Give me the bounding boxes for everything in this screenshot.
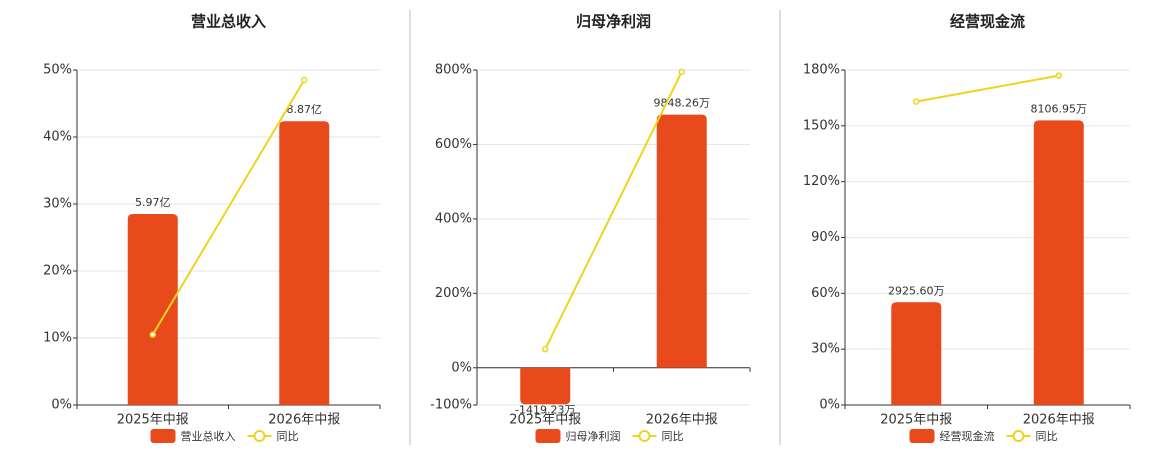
value-label: 2925.60万: [888, 284, 945, 297]
x-tick-label: 2025年中报: [117, 413, 189, 428]
x-tick-label: 2025年中报: [880, 413, 952, 428]
line-point: [1055, 72, 1062, 79]
y-tick-label: 30%: [43, 197, 72, 212]
line-point: [149, 331, 156, 338]
y-tick-label: 180%: [803, 63, 840, 78]
value-label: 8.87亿: [287, 103, 323, 116]
line-point: [678, 68, 685, 76]
value-label: 9848.26万: [654, 97, 711, 110]
legend-marker: [253, 430, 266, 442]
y-tick-label: 50%: [43, 63, 72, 78]
legend-label: 营业总收入: [181, 429, 236, 443]
y-tick-label: 150%: [803, 118, 840, 133]
line-point: [301, 76, 308, 84]
y-tick-label: 20%: [43, 264, 72, 279]
chart-title: 营业总收入: [191, 13, 266, 31]
value-label: 5.97亿: [135, 196, 171, 209]
line: [916, 74, 1059, 103]
bar: [891, 302, 942, 405]
bar: [127, 213, 178, 405]
legend-label: 经营现金流: [940, 429, 995, 443]
y-tick-label: 0%: [51, 398, 72, 413]
line-point: [913, 98, 920, 105]
line: [544, 71, 683, 350]
bar: [656, 114, 707, 368]
bar: [520, 367, 571, 405]
y-tick-label: 200%: [435, 286, 472, 301]
y-tick-label: 0%: [451, 360, 472, 375]
bar: [279, 121, 330, 406]
x-tick-label: 2025年中报: [509, 413, 581, 428]
y-tick-label: 90%: [811, 230, 840, 245]
legend-marker: [638, 430, 651, 442]
value-label: -1419.23万: [515, 403, 575, 416]
y-tick-label: 0%: [819, 398, 840, 413]
legend-marker: [1012, 430, 1025, 442]
bar: [1033, 120, 1084, 405]
y-tick-label: 10%: [43, 331, 72, 346]
legend-label: 归母净利润: [566, 429, 621, 443]
y-tick-label: -100%: [430, 398, 472, 413]
x-tick-label: 2026年中报: [646, 413, 718, 428]
legend-swatch: [150, 429, 176, 443]
legend-swatch: [535, 429, 561, 443]
y-tick-label: 600%: [435, 137, 472, 152]
y-tick-label: 60%: [811, 286, 840, 301]
legend-label: 同比: [1036, 430, 1058, 443]
y-tick-label: 30%: [811, 342, 840, 357]
x-tick-label: 2026年中报: [268, 413, 340, 428]
chart-title: 经营现金流: [950, 13, 1025, 31]
x-tick-label: 2026年中报: [1023, 413, 1095, 428]
legend-label: 同比: [662, 430, 684, 443]
line: [151, 79, 306, 336]
value-label: 8106.95万: [1031, 102, 1088, 115]
y-tick-label: 120%: [803, 174, 840, 189]
y-tick-label: 400%: [435, 211, 472, 226]
chart-title: 归母净利润: [576, 13, 651, 31]
line-point: [542, 345, 549, 353]
legend-label: 同比: [277, 430, 299, 443]
y-tick-label: 40%: [43, 130, 72, 145]
y-tick-label: 800%: [435, 63, 472, 78]
legend-swatch: [909, 429, 935, 443]
